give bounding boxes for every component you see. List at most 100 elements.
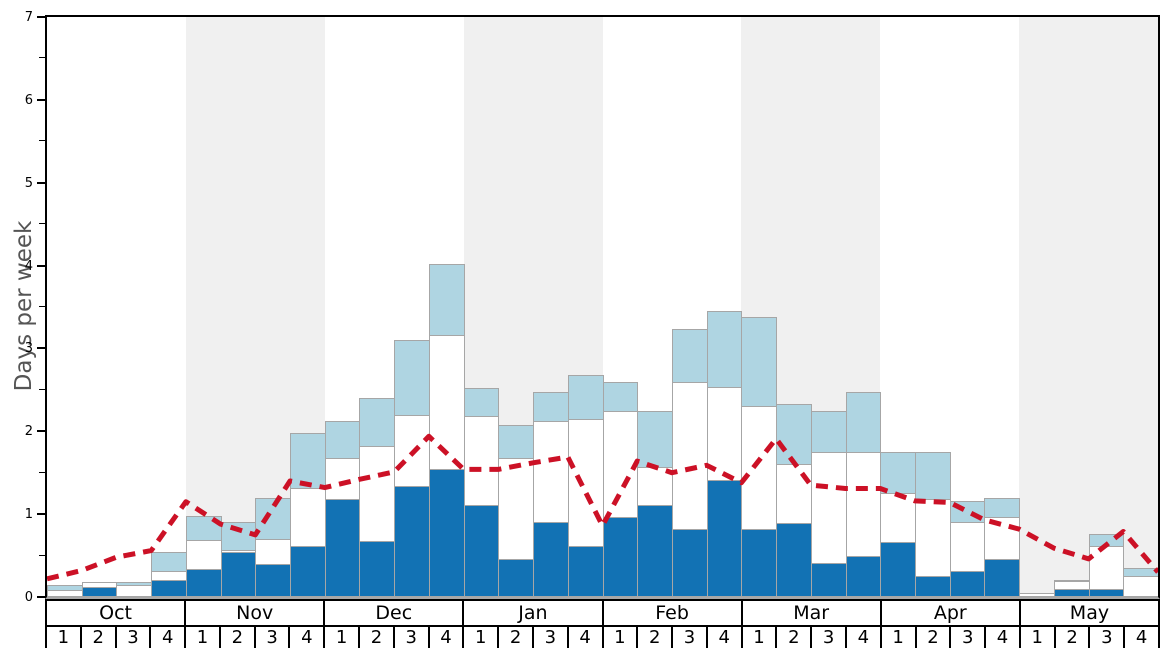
week-cell-jan-2: 2 bbox=[499, 627, 534, 648]
week-cell-dec-4: 4 bbox=[430, 627, 465, 648]
y-major-tick bbox=[37, 16, 45, 18]
bar-mar-4-light-segment bbox=[845, 392, 882, 453]
week-cell-may-4: 4 bbox=[1135, 627, 1148, 648]
week-cell-mar-1: 1 bbox=[743, 627, 778, 648]
month-cell-may: May bbox=[1069, 602, 1110, 624]
bar-nov-3-light-segment bbox=[255, 498, 292, 540]
bar-apr-4-light-segment bbox=[984, 498, 1021, 518]
y-minor-tick bbox=[39, 223, 45, 225]
y-tick-label: 0 bbox=[24, 590, 33, 605]
month-cell-mar: Mar bbox=[743, 601, 882, 625]
y-tick-label: 7 bbox=[24, 10, 33, 25]
week-cell-may-2: 2 bbox=[1056, 627, 1091, 648]
week-cell-nov-1: 1 bbox=[186, 627, 221, 648]
bar-apr-2-white-segment bbox=[914, 499, 951, 578]
week-cell-apr-3: 3 bbox=[951, 627, 987, 648]
y-minor-tick bbox=[39, 554, 45, 556]
y-tick-label: 1 bbox=[24, 507, 33, 523]
week-cell-feb-3: 3 bbox=[673, 627, 708, 648]
month-cell-dec: Dec bbox=[325, 601, 465, 625]
y-major-tick bbox=[37, 596, 45, 598]
y-minor-tick bbox=[39, 306, 45, 307]
week-cell-nov-2: 2 bbox=[221, 627, 256, 648]
bar-feb-2-dark-segment bbox=[637, 505, 673, 597]
week-cell-may-3: 3 bbox=[1090, 627, 1126, 648]
week-cell-oct-1: 1 bbox=[47, 627, 82, 648]
red-dashed-line bbox=[47, 433, 1158, 582]
bar-feb-3-dark-segment bbox=[671, 529, 708, 597]
week-cell-dec-2: 2 bbox=[360, 627, 395, 648]
month-cell-apr: Apr bbox=[882, 601, 1021, 625]
y-tick-label: 5 bbox=[24, 175, 33, 191]
week-cell-mar-4: 4 bbox=[847, 627, 882, 648]
week-cell-apr-4: 4 bbox=[986, 627, 1021, 648]
month-cell-jan: Jan bbox=[464, 601, 604, 625]
bar-mar-2-dark-segment bbox=[776, 523, 812, 597]
y-tick-label: 3 bbox=[24, 341, 33, 357]
bar-apr-2-light-segment bbox=[914, 452, 951, 501]
week-cell-mar-3: 3 bbox=[812, 627, 847, 648]
week-cell-oct-4: 4 bbox=[151, 627, 187, 648]
y-minor-tick bbox=[39, 57, 45, 59]
y-major-tick bbox=[37, 98, 45, 101]
week-cell-nov-4: 4 bbox=[290, 627, 326, 648]
bar-may-4-light-segment bbox=[1123, 568, 1158, 578]
y-minor-tick bbox=[39, 140, 45, 142]
bar-mar-4-dark-segment bbox=[845, 556, 882, 597]
y-tick-label: 6 bbox=[24, 92, 33, 108]
bar-mar-4-white-segment bbox=[845, 452, 882, 558]
week-cell-feb-1: 1 bbox=[604, 627, 639, 648]
week-cell-dec-1: 1 bbox=[325, 627, 361, 648]
bar-feb-4-white-segment bbox=[706, 386, 743, 482]
bar-dec-1-dark-segment bbox=[324, 499, 361, 597]
bar-jan-2-white-segment bbox=[498, 457, 535, 560]
week-cell-jan-1: 1 bbox=[464, 627, 500, 648]
week-cell-oct-2: 2 bbox=[82, 627, 117, 648]
bar-mar-2-white-segment bbox=[776, 463, 812, 525]
week-cell-mar-2: 2 bbox=[777, 627, 813, 648]
week-cell-apr-2: 2 bbox=[917, 627, 952, 648]
bar-feb-1-light-segment bbox=[602, 381, 639, 412]
bar-jan-3-light-segment bbox=[533, 391, 569, 423]
y-axis-title: Days per week bbox=[11, 220, 37, 392]
y-major-tick bbox=[37, 347, 45, 350]
week-cell-jan-3: 3 bbox=[534, 627, 569, 648]
bar-feb-1-white-segment bbox=[602, 410, 639, 518]
bar-feb-1-dark-segment bbox=[602, 516, 639, 597]
bar-jan-1-light-segment bbox=[463, 388, 500, 418]
bar-mar-1-light-segment bbox=[741, 316, 778, 408]
bar-jan-2-dark-segment bbox=[498, 558, 535, 597]
bar-mar-2-light-segment bbox=[776, 403, 812, 465]
month-cell-feb: Feb bbox=[604, 601, 743, 625]
bar-jan-1-white-segment bbox=[463, 416, 500, 507]
y-major-tick bbox=[37, 430, 45, 433]
month-row: Oct Nov Dec Jan Feb Mar Apr May bbox=[47, 601, 1158, 627]
bar-feb-4-dark-segment bbox=[706, 480, 743, 597]
bar-jan-2-light-segment bbox=[498, 424, 535, 459]
y-minor-tick bbox=[39, 388, 45, 390]
week-cell-oct-3: 3 bbox=[117, 627, 152, 648]
bar-dec-4-light-segment bbox=[428, 263, 465, 337]
y-major-tick bbox=[37, 513, 45, 516]
week-cell-feb-2: 2 bbox=[638, 627, 674, 648]
y-major-tick bbox=[37, 264, 45, 267]
plot-inner bbox=[47, 17, 1158, 597]
week-cell-feb-4: 4 bbox=[708, 627, 743, 648]
bar-jan-4-dark-segment bbox=[567, 545, 604, 597]
y-tick-label: 2 bbox=[24, 424, 33, 440]
y-minor-tick bbox=[39, 471, 45, 473]
week-cell-may-1: 1 bbox=[1021, 627, 1056, 648]
bar-dec-3-dark-segment bbox=[394, 485, 430, 597]
bar-dec-4-white-segment bbox=[428, 335, 465, 471]
bar-feb-2-light-segment bbox=[637, 410, 673, 468]
y-tick-label: 4 bbox=[24, 258, 33, 274]
bar-mar-3-white-segment bbox=[810, 452, 847, 565]
bar-dec-1-light-segment bbox=[324, 421, 361, 459]
bar-apr-4-dark-segment bbox=[984, 558, 1021, 597]
bar-jan-3-white-segment bbox=[533, 421, 569, 524]
week-cell-dec-3: 3 bbox=[395, 627, 430, 648]
month-cell-nov: Nov bbox=[186, 601, 326, 625]
